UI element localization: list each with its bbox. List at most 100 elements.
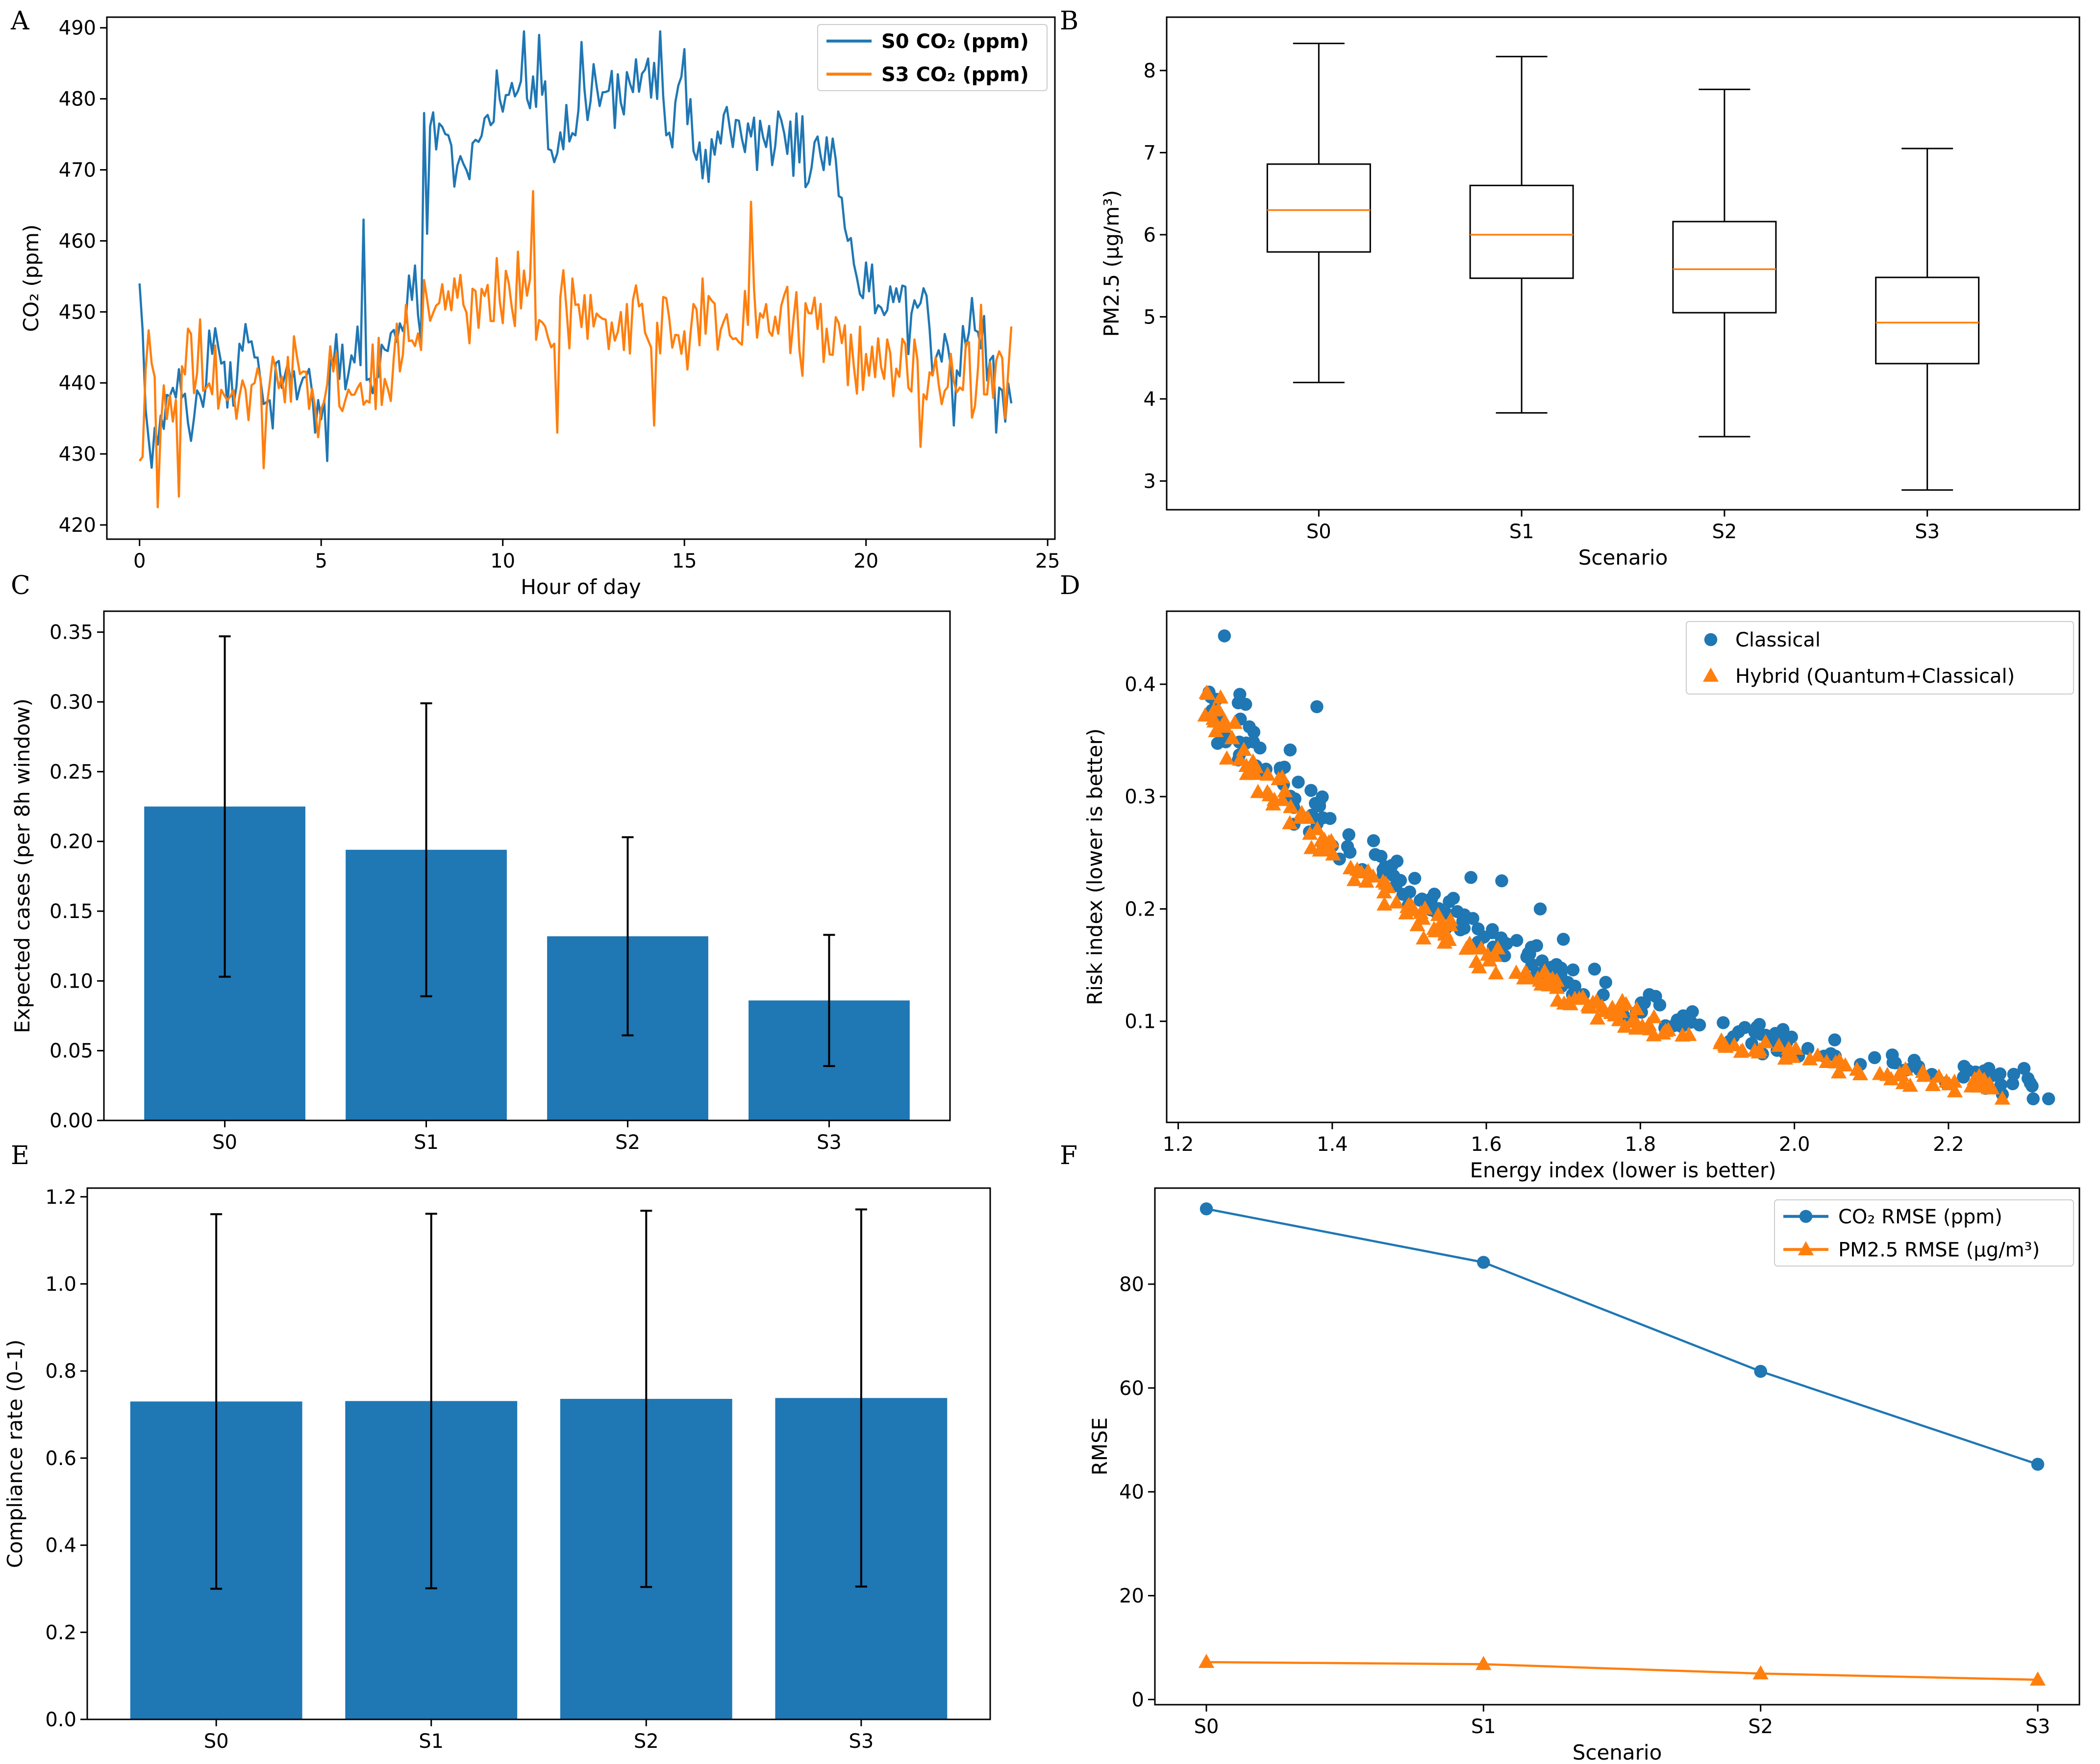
scatter-point-classical xyxy=(1343,845,1357,859)
y-tick-label: 0.2 xyxy=(1125,898,1156,920)
plot-frame xyxy=(1154,1187,2080,1706)
scatter-point-hybrid xyxy=(1646,1027,1662,1042)
scatter-point-classical xyxy=(1283,743,1297,757)
scatter-point-classical xyxy=(1588,962,1601,976)
plot-frame xyxy=(1166,16,2080,511)
y-axis-label: Risk index (lower is better) xyxy=(1083,728,1107,1005)
scatter-point-classical xyxy=(1868,1051,1881,1065)
scatter-point-classical xyxy=(1218,629,1231,643)
x-tick-label: 1.4 xyxy=(1317,1133,1348,1156)
scatter-point-classical xyxy=(1523,947,1536,961)
scatter-point-hybrid xyxy=(1589,1010,1605,1025)
y-tick-label: 0.25 xyxy=(50,761,93,783)
scatter-point-classical xyxy=(1309,796,1322,810)
scatter-point-hybrid xyxy=(1606,1007,1623,1021)
scatter-point-hybrid xyxy=(1657,1022,1674,1037)
scatter-point-hybrid xyxy=(1283,798,1299,813)
scatter-point-hybrid xyxy=(1626,1010,1642,1025)
scatter-point-hybrid xyxy=(1916,1068,1932,1082)
y-tick-label: 0.3 xyxy=(1125,786,1156,808)
scatter-point-hybrid xyxy=(1212,689,1229,704)
scatter-point-hybrid xyxy=(1810,1047,1826,1062)
scatter-point-hybrid xyxy=(1536,963,1553,978)
legend-marker xyxy=(1799,1210,1813,1223)
scatter-point-classical xyxy=(1447,892,1460,905)
series-line-s0 xyxy=(138,30,1013,469)
scatter-point-classical xyxy=(2042,1092,2055,1106)
y-axis-label: PM2.5 (µg/m³) xyxy=(1100,190,1124,337)
box-s0 xyxy=(1266,163,1371,253)
scatter-point-classical xyxy=(1738,1021,1751,1034)
y-tick-label: 0.6 xyxy=(45,1447,76,1470)
scatter-point-classical xyxy=(1556,933,1570,946)
x-tick-label: 1.2 xyxy=(1163,1133,1194,1156)
scatter-point-hybrid xyxy=(1508,965,1525,979)
scatter-point-classical xyxy=(1752,1018,1766,1031)
scatter-point-classical xyxy=(1400,888,1413,901)
data-point-co2 xyxy=(1477,1256,1490,1269)
x-tick-label: S3 xyxy=(817,1131,842,1154)
scatter-point-hybrid xyxy=(1232,751,1248,766)
scatter-point-hybrid xyxy=(1416,930,1432,944)
panel-letter-b: B xyxy=(1060,6,1078,36)
legend-box xyxy=(1774,1199,2074,1267)
box-s3 xyxy=(1875,276,1980,365)
x-tick-label: 20 xyxy=(853,550,878,572)
scatter-point-classical xyxy=(1533,902,1547,916)
y-tick-label: 0.30 xyxy=(50,691,93,714)
scatter-point-classical xyxy=(1477,930,1491,944)
y-tick-label: 0.0 xyxy=(45,1709,76,1731)
y-tick-label: 0.05 xyxy=(50,1040,93,1063)
y-axis-label: Compliance rate (0–1) xyxy=(3,1340,27,1568)
scatter-point-hybrid xyxy=(1488,965,1504,980)
x-tick-label: 15 xyxy=(672,550,697,572)
x-tick-label: S1 xyxy=(1471,1715,1496,1738)
x-axis-label: Scenario xyxy=(1573,1740,1662,1764)
y-tick-label: 20 xyxy=(1119,1585,1144,1608)
scatter-point-hybrid xyxy=(1413,904,1429,919)
scatter-point-classical xyxy=(1717,1016,1730,1029)
scatter-point-hybrid xyxy=(1734,1043,1750,1057)
panel-letter-c: C xyxy=(11,571,30,600)
y-tick-label: 0.4 xyxy=(45,1535,76,1557)
scatter-point-classical xyxy=(1801,1042,1815,1055)
scatter-point-hybrid xyxy=(1894,1067,1910,1082)
y-tick-label: 0.1 xyxy=(1125,1011,1156,1033)
scatter-point-classical xyxy=(2021,1072,2035,1085)
scatter-point-hybrid xyxy=(1219,750,1235,765)
series-line-pm25 xyxy=(1206,1661,2038,1681)
y-tick-label: 420 xyxy=(59,514,96,537)
scatter-point-classical xyxy=(1316,811,1329,824)
scatter-point-hybrid xyxy=(1628,1001,1645,1016)
y-tick-label: 0.35 xyxy=(50,621,93,644)
x-tick-label: S0 xyxy=(1194,1715,1219,1738)
y-tick-label: 0.00 xyxy=(50,1110,93,1132)
y-tick-label: 0.20 xyxy=(50,831,93,853)
y-tick-label: 1.0 xyxy=(45,1273,76,1295)
x-tick-label: 25 xyxy=(1035,550,1060,572)
scatter-point-classical xyxy=(1597,988,1610,1001)
data-point-pm25 xyxy=(2029,1671,2046,1686)
box-s2 xyxy=(1672,221,1777,314)
scatter-point-hybrid xyxy=(1224,730,1240,745)
legend-marker xyxy=(1704,633,1718,646)
scatter-point-hybrid xyxy=(1801,1051,1818,1066)
scatter-point-classical xyxy=(1247,725,1261,739)
scatter-point-classical xyxy=(1239,697,1252,711)
y-tick-label: 0.2 xyxy=(45,1621,76,1644)
scatter-point-classical xyxy=(1495,874,1508,888)
scatter-point-classical xyxy=(1961,1064,1975,1077)
scatter-point-hybrid xyxy=(1226,715,1243,729)
x-axis-label: Hour of day xyxy=(521,575,641,599)
panel-e: S0 S1 S2 S3 0.0 0.2 0.4 0.6 0.8 1.0 1.2 Compliance … xyxy=(3,1186,991,1753)
scatter-point-hybrid xyxy=(1712,1035,1728,1049)
y-tick-label: 430 xyxy=(59,443,96,466)
scatter-point-hybrid xyxy=(1277,783,1293,797)
scatter-point-hybrid xyxy=(1442,912,1459,926)
scatter-point-hybrid xyxy=(1398,905,1414,919)
scatter-point-hybrid xyxy=(1771,1037,1787,1052)
y-axis-label: RMSE xyxy=(1088,1417,1112,1476)
scatter-point-hybrid xyxy=(1325,846,1341,861)
y-tick-label: 0.4 xyxy=(1125,673,1156,696)
panel-c: S0 S1 S2 S3 0.00 0.05 0.10 0.15 0.20 0.25 0.30 0.35… xyxy=(10,610,951,1154)
